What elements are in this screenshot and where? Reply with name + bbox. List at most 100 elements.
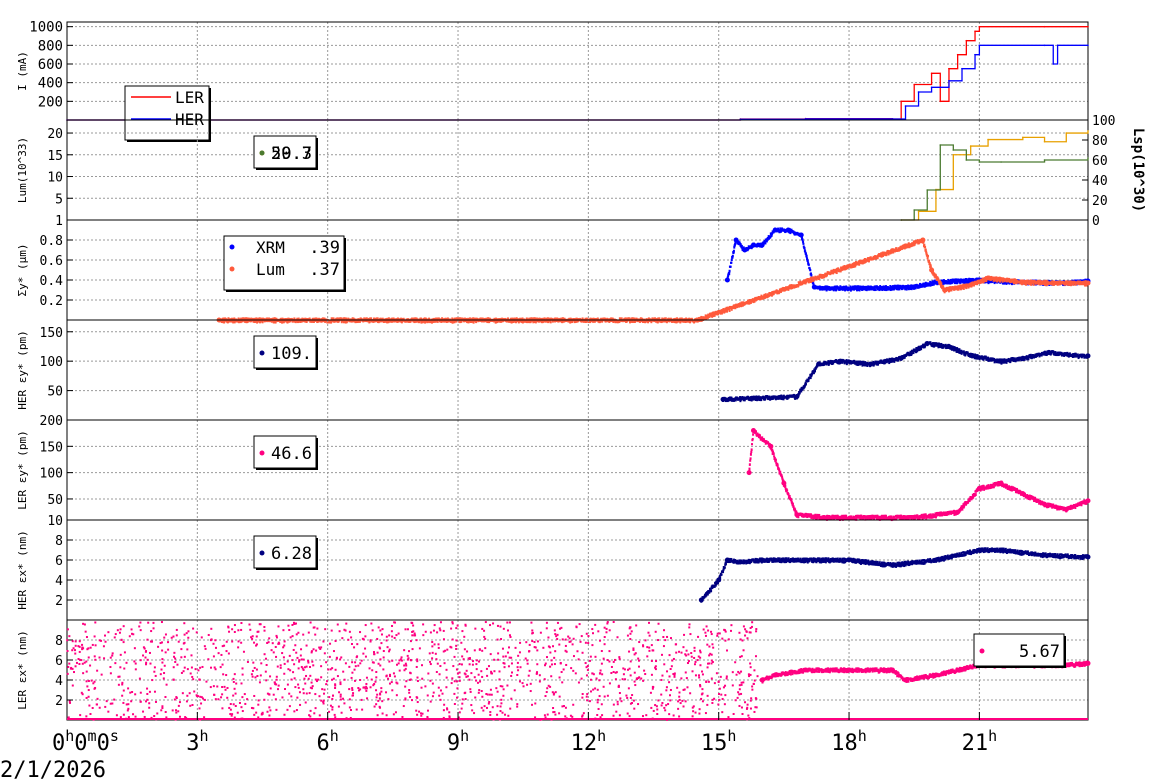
data-noise [739,243,742,247]
series-her_eps_y-0 [720,341,1091,403]
data-noise [1007,357,1010,361]
data-noise [1039,279,1042,282]
data-noise [835,271,838,275]
data-noise [814,513,817,517]
grid-sigma_y [67,219,1088,320]
data-noise [882,285,885,288]
data-point [913,209,916,211]
data-noise [905,245,908,249]
data-noise [1072,355,1075,358]
data-noise [332,317,335,321]
data-noise [556,317,559,321]
data-noise [1057,283,1060,286]
data-noise [837,287,840,291]
legend-swatch [259,150,265,156]
data-noise [866,287,869,291]
data-noise [1001,280,1004,283]
data-noise [861,259,864,262]
data-noise [787,493,790,496]
data-noise [965,286,968,290]
data-noise [953,348,956,352]
data-noise [837,359,840,362]
ytick-label: 50 [47,385,63,400]
data-noise [891,285,894,289]
data-noise [914,287,917,290]
data-noise [932,269,935,273]
data-noise [324,320,327,323]
grid-ler_eps_y [67,419,1088,520]
data-noise [907,285,910,288]
data-noise [764,293,767,296]
data-noise [667,317,670,321]
data-noise [1021,282,1024,286]
data-noise [763,239,766,243]
data-noise [475,320,478,324]
data-noise [287,317,290,321]
data-noise [856,360,859,363]
data-noise [639,320,642,323]
data-noise [797,284,800,288]
data-noise [744,247,747,250]
data-noise [571,320,574,324]
data-noise [517,318,520,321]
data-noise [1060,351,1063,355]
data-noise [543,319,546,322]
data-noise [782,395,785,399]
data-noise [726,277,729,280]
data-noise [727,274,730,278]
data-noise [746,302,749,305]
data-noise [788,227,791,231]
ytick-label: 5 [55,192,63,207]
data-noise [778,396,781,400]
data-noise [407,318,410,321]
ytick-label: 200 [38,94,63,110]
data-noise [675,320,678,324]
data-noise [749,453,752,456]
data-noise [841,514,844,518]
data-noise [801,239,804,242]
data-noise [884,251,887,254]
series-current-0 [66,25,1089,121]
data-noise [940,342,943,346]
data-noise [756,298,759,301]
data-noise [317,319,320,323]
data-noise [769,232,772,236]
data-noise [742,246,745,249]
data-noise [822,516,825,520]
data-noise [937,345,940,349]
data-noise [922,282,925,285]
data-noise [769,446,772,450]
data-noise [850,362,853,365]
data-noise [937,278,940,282]
data-noise [472,320,475,324]
data-noise [841,361,844,364]
data-noise [839,285,842,288]
data-noise [963,278,966,281]
data-noise [525,317,528,321]
data-noise [754,296,757,299]
data-noise [601,320,604,323]
data-noise [634,320,637,323]
data-noise [766,293,769,296]
data-noise [773,456,776,460]
data-noise [984,277,987,281]
data-point [939,100,942,103]
data-noise [1025,282,1028,286]
data-noise [690,317,693,321]
data-noise [315,317,318,320]
data-noise [839,269,842,273]
data-noise [394,318,397,321]
data-noise [647,320,650,324]
data-noise [891,287,894,291]
data-noise [859,259,862,263]
data-noise [944,343,947,347]
data-noise [843,265,846,268]
data-noise [577,319,580,322]
data-noise [921,238,924,241]
data-noise [554,319,557,323]
data-noise [1070,282,1073,285]
data-point [913,83,916,86]
data-noise [891,357,894,361]
data-noise [890,360,893,363]
data-point [1043,44,1046,47]
